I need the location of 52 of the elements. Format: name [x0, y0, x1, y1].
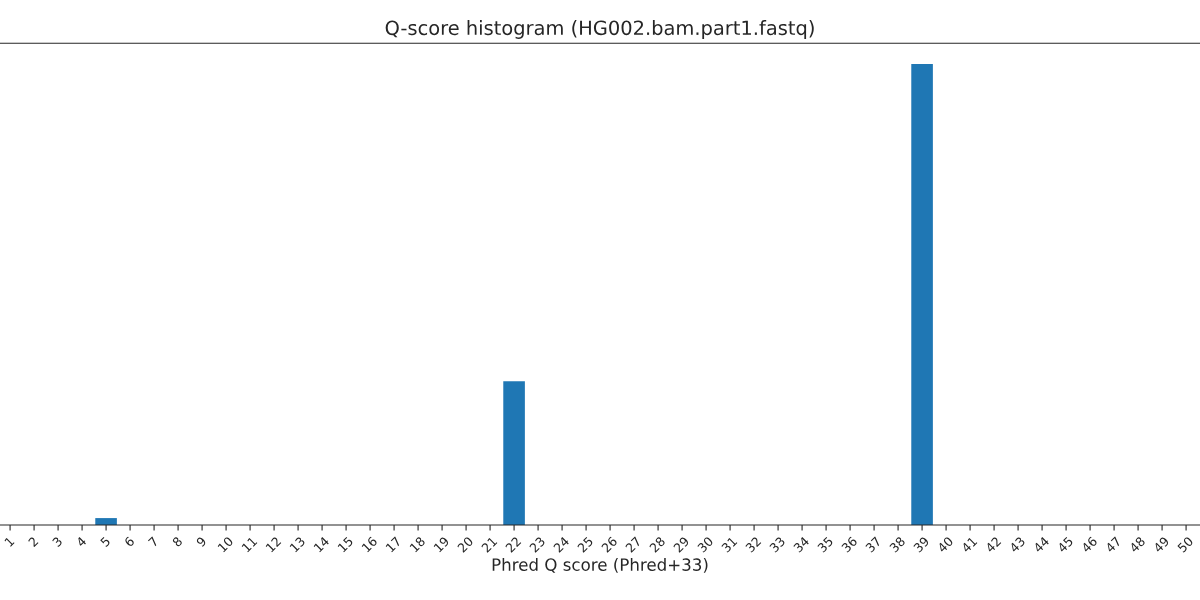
x-tick-label: 48: [1128, 536, 1146, 554]
x-tick-label: 49: [1152, 536, 1170, 554]
x-tick-label: 43: [1008, 536, 1026, 554]
x-tick-label: 20: [456, 536, 474, 553]
x-tick-label: 16: [361, 536, 378, 553]
x-tick-label: 3: [51, 536, 63, 548]
x-tick-label: 4: [75, 536, 87, 548]
x-tick-label: 44: [1032, 536, 1050, 553]
x-tick-label: 19: [433, 536, 450, 553]
x-tick-label: 29: [672, 536, 690, 553]
x-tick-label: 10: [217, 536, 234, 553]
chart-title: Q-score histogram (HG002.bam.part1.fastq): [385, 20, 814, 39]
x-tick-label: 5: [99, 536, 111, 548]
x-tick-label: 22: [504, 536, 522, 553]
x-tick-label: 35: [817, 536, 834, 553]
x-tick-label: 30: [697, 536, 714, 553]
x-tick-label: 34: [793, 536, 810, 553]
x-tick-label: 11: [241, 536, 258, 553]
x-tick-label: 15: [337, 536, 354, 553]
x-tick-label: 38: [889, 536, 906, 553]
x-tick-label: 2: [27, 536, 39, 548]
x-tick-label: 40: [936, 536, 954, 554]
x-tick-label: 21: [480, 536, 498, 553]
x-tick-label: 14: [313, 536, 330, 553]
x-tick-label: 7: [147, 536, 159, 548]
x-tick-label: 9: [195, 536, 207, 548]
x-tick-label: 28: [648, 536, 666, 553]
x-tick-label: 42: [984, 536, 1002, 553]
x-tick-label: 36: [841, 536, 858, 553]
x-tick-label: 8: [171, 536, 183, 548]
x-tick-label: 45: [1056, 536, 1074, 554]
x-tick-label: 1: [4, 536, 15, 547]
x-tick-label: 31: [721, 536, 738, 553]
x-tick-label: 17: [385, 536, 402, 553]
x-tick-label: 12: [265, 536, 282, 553]
x-tick-label: 41: [960, 536, 978, 553]
x-tick-label: 18: [409, 536, 426, 553]
x-tick-label: 27: [624, 536, 642, 553]
x-tick-label: 13: [289, 536, 306, 553]
x-tick-label: 50: [1177, 536, 1194, 553]
x-tick-label: 23: [528, 536, 546, 553]
x-tick-label: 47: [1104, 536, 1122, 553]
x-tick-label: 26: [600, 536, 618, 553]
x-axis-title: Phred Q score (Phred+33): [492, 558, 708, 573]
x-tick-label: 37: [865, 536, 882, 553]
x-tick-label: 25: [576, 536, 594, 553]
x-tick-label: 33: [769, 536, 786, 553]
x-tick-label: 24: [552, 536, 570, 553]
x-tick-label: 6: [123, 536, 135, 548]
x-tick-label: 32: [745, 536, 762, 553]
x-tick-label: 39: [913, 536, 930, 553]
x-tick-label: 46: [1080, 536, 1098, 554]
